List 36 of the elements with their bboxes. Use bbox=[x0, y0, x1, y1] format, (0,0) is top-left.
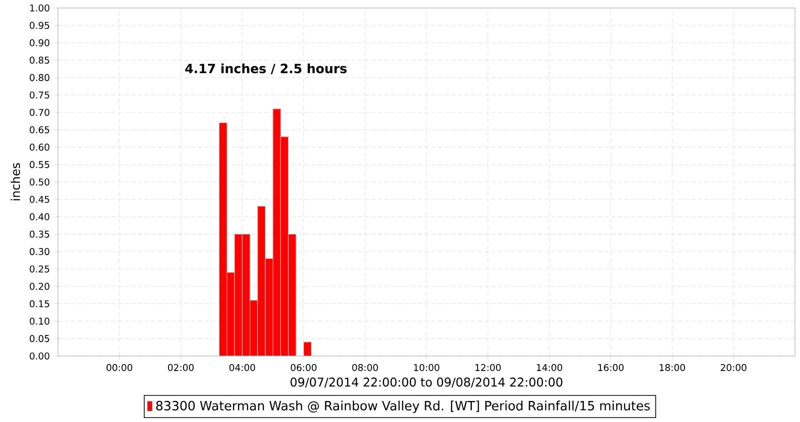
x-tick-label: 20:00 bbox=[720, 364, 746, 372]
y-tick-label: 0.05 bbox=[30, 335, 50, 342]
x-tick-label: 06:00 bbox=[290, 364, 316, 372]
y-tick-label: 0.95 bbox=[30, 22, 50, 29]
y-tick-label: 0.55 bbox=[30, 161, 50, 168]
x-tick-label: 02:00 bbox=[168, 364, 194, 372]
y-tick-label: 0.20 bbox=[30, 282, 50, 290]
legend-label: 83300 Waterman Wash @ Rainbow Valley Rd. [WT] Period Rainfall/15 minutes bbox=[156, 400, 650, 413]
x-tick-label: 14:00 bbox=[536, 364, 562, 372]
y-tick-label: 0.15 bbox=[30, 300, 50, 308]
annotation: 4.17 inches / 2.5 hours bbox=[185, 63, 347, 74]
y-tick-label: 0.00 bbox=[30, 352, 50, 360]
y-tick-label: 0.30 bbox=[30, 248, 50, 256]
y-tick-label: 0.60 bbox=[30, 144, 50, 151]
y-tick-label: 0.75 bbox=[30, 91, 50, 99]
y-tick-label: 0.50 bbox=[30, 178, 50, 186]
x-tick-label: 08:00 bbox=[352, 364, 378, 372]
x-tick-label: 18:00 bbox=[660, 364, 685, 372]
y-axis-title: inches bbox=[10, 163, 20, 200]
x-tick-label: 04:00 bbox=[229, 364, 256, 372]
y-tick-label: 0.45 bbox=[30, 196, 50, 203]
y-tick-label: 0.90 bbox=[30, 39, 50, 46]
x-tick-label: 12:00 bbox=[475, 364, 501, 372]
x-tick-label: 00:00 bbox=[106, 364, 132, 372]
y-tick-label: 0.85 bbox=[30, 56, 50, 64]
y-tick-label: 0.80 bbox=[30, 74, 50, 82]
y-tick-label: 0.70 bbox=[30, 108, 50, 116]
y-tick-label: 0.10 bbox=[30, 318, 50, 325]
x-tick-label: 16:00 bbox=[598, 364, 624, 372]
y-tick-label: 0.40 bbox=[30, 213, 50, 220]
y-tick-label: 0.65 bbox=[30, 126, 50, 134]
x-tick-label: 10:00 bbox=[414, 364, 440, 372]
x-axis-title: 09/07/2014 22:00:00 to 09/08/2014 22:00:00 bbox=[290, 378, 562, 388]
y-tick-label: 0.25 bbox=[30, 265, 50, 273]
y-tick-label: 0.35 bbox=[30, 230, 50, 238]
y-tick-label: 1.00 bbox=[30, 4, 50, 12]
